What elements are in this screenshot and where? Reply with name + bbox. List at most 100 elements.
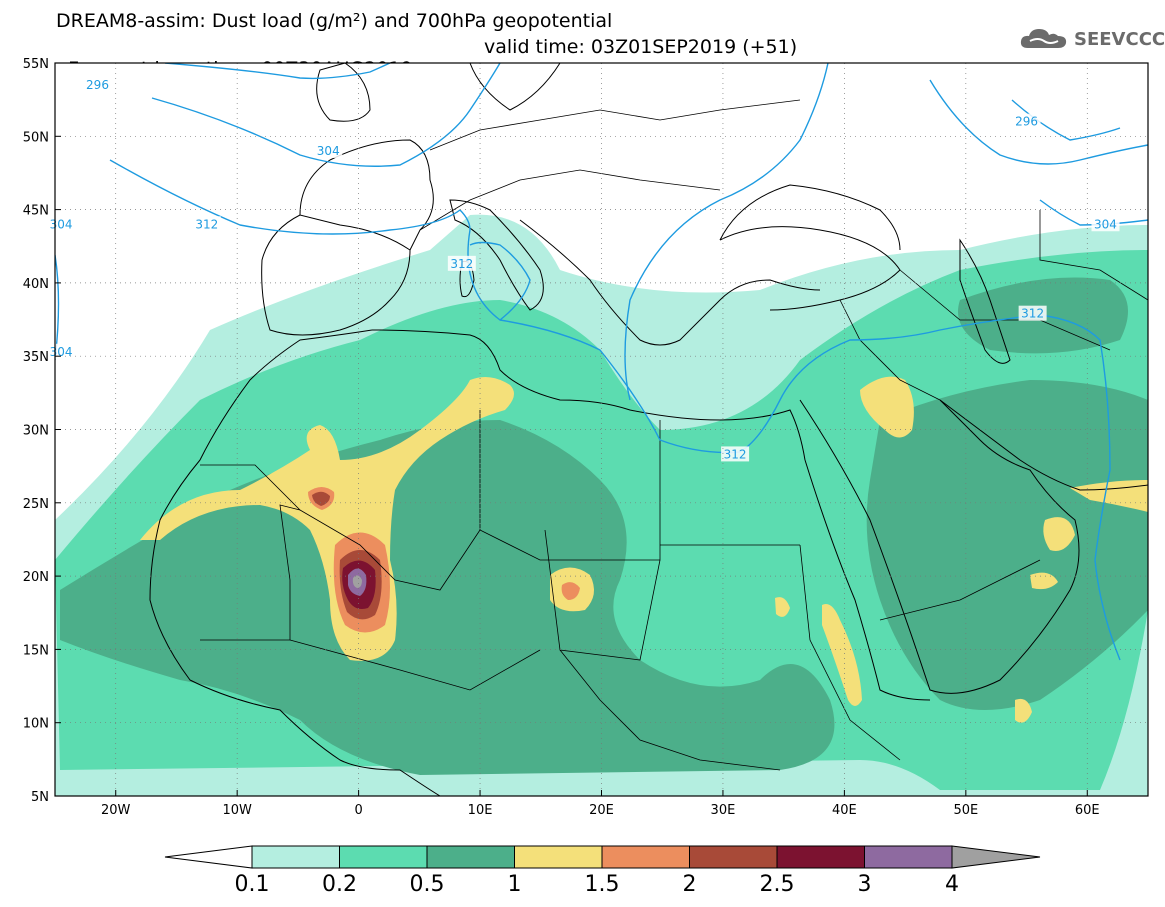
colorbar-label: 1.5 [584,872,620,897]
colorbar-swatch [864,845,953,869]
border-europe-2 [429,99,801,151]
coast-black-sea [719,184,901,251]
border-sahel [289,639,541,691]
colorbar-swatch [426,845,515,869]
contour-312-loop [624,63,829,401]
contour-labels: 296 304 312 312 312 312 296 304 304 304 [47,76,1120,462]
contour-label: 304 [1094,217,1117,231]
contour-312-central [467,229,531,321]
border-algeria-mali [299,509,396,581]
border-kazakh [1039,210,1148,301]
valid-time: valid time: 03Z01SEP2019 (+51) [484,36,798,58]
lon-label: 10E [468,803,493,818]
border-ethiopia [799,544,901,761]
dust-region-yellow-main [140,376,514,661]
contour-label-bg [1091,216,1120,232]
dust-region-high-1 [60,420,835,775]
lon-label: 50E [953,803,978,818]
coast-persian-gulf [939,399,1148,491]
lat-label: 5N [31,790,49,805]
contour-label: 304 [50,217,73,231]
borders [200,99,1148,771]
colorbar-label: 0.1 [234,872,270,897]
lat-label: 25N [23,497,49,512]
dust-region-brown-north [312,491,330,506]
contour-label: 304 [317,144,340,158]
colorbar-swatch [514,845,603,869]
coast-italy [449,199,544,311]
contour-label: 312 [195,217,218,231]
dust-region-yellow-spot-c [775,597,790,617]
contour-label: 304 [50,345,73,359]
lon-label: 20W [101,803,131,818]
lon-label: 10W [222,803,252,818]
border-libya [479,410,661,561]
coast-scandinavia [469,63,561,111]
contour-label-bg [721,446,750,462]
lat-label: 45N [23,204,49,219]
dust-region-yellow-pak [1070,480,1148,512]
colorbar-label: 0.5 [409,872,445,897]
coast-africa-west [149,329,441,796]
coast-balkans [519,219,821,346]
contour-label-bg [314,142,343,158]
colorbar-swatch [601,845,690,869]
contour-label: 312 [724,447,747,461]
colorbar-label: 0.2 [322,872,357,897]
map-title: DREAM8-assim: Dust load (g/m²) and 700hP… [56,10,613,32]
lat-label: 15N [23,643,49,658]
coast-britain [316,63,371,122]
contour-label-bg [1012,113,1041,129]
cloud-icon [1020,29,1067,48]
coast-red-sea [804,459,931,701]
logo-text: SEEVCCC [1074,28,1165,50]
contour-304-east-lower [1039,199,1148,226]
coast-turkey [719,226,901,311]
contour-304-east [1011,99,1121,141]
contour-label-bg [47,216,76,232]
lon-label: 40E [832,803,857,818]
coast-africa-north [371,329,806,461]
colorbar-arrow-right [951,845,1041,869]
colorbar-swatch [251,845,340,869]
lat-label: 35N [23,350,49,365]
contour-label: 312 [1021,307,1044,321]
border-europe-1 [419,169,721,231]
lon-label: 30E [711,803,736,818]
seevccc-logo: SEEVCCC [1018,26,1165,52]
colorbar [164,845,1041,869]
contour-label: 312 [450,257,473,271]
colorbar-label: 1 [507,872,522,897]
colorbar-swatch [689,845,778,869]
coast-iberia [261,214,411,336]
border-saudi-yemen [879,559,1041,621]
coast-arabia [799,399,1080,694]
lon-label: 60E [1075,803,1100,818]
colorbar-arrow-left [164,845,253,869]
lon-label: 0 [354,803,362,818]
contour-label-bg [83,76,112,92]
colorbar-label: 3 [857,872,872,897]
lat-label: 55N [23,57,49,72]
lat-label: 20N [23,570,49,585]
contour-label-bg [447,255,476,271]
contour-label-bg [192,216,221,232]
contour-296-east [929,79,1148,165]
coastlines [149,63,1148,796]
dust-region-yellow-oman [1043,517,1075,551]
colorbar-label: 4 [945,872,959,897]
contour-312-west [109,159,471,235]
contour-label-bg [47,343,76,359]
dust-region-yellow-spot-b [1015,698,1032,723]
contour-296-west [164,63,391,80]
colorbar-label: 2.5 [759,872,795,897]
axis-ticks: 55N 50N 45N 40N 35N 30N 25N 20N 15N 10N 5N 20W 10W 0 1… [23,57,1100,818]
lat-label: 40N [23,277,49,292]
contour-312-main [499,314,1121,661]
dust-region-orange-chad [561,582,580,600]
colorbar-label: 2 [682,872,697,897]
colorbar-swatch [776,845,865,869]
contour-label: 296 [1015,115,1038,129]
lon-label: 20E [589,803,614,818]
